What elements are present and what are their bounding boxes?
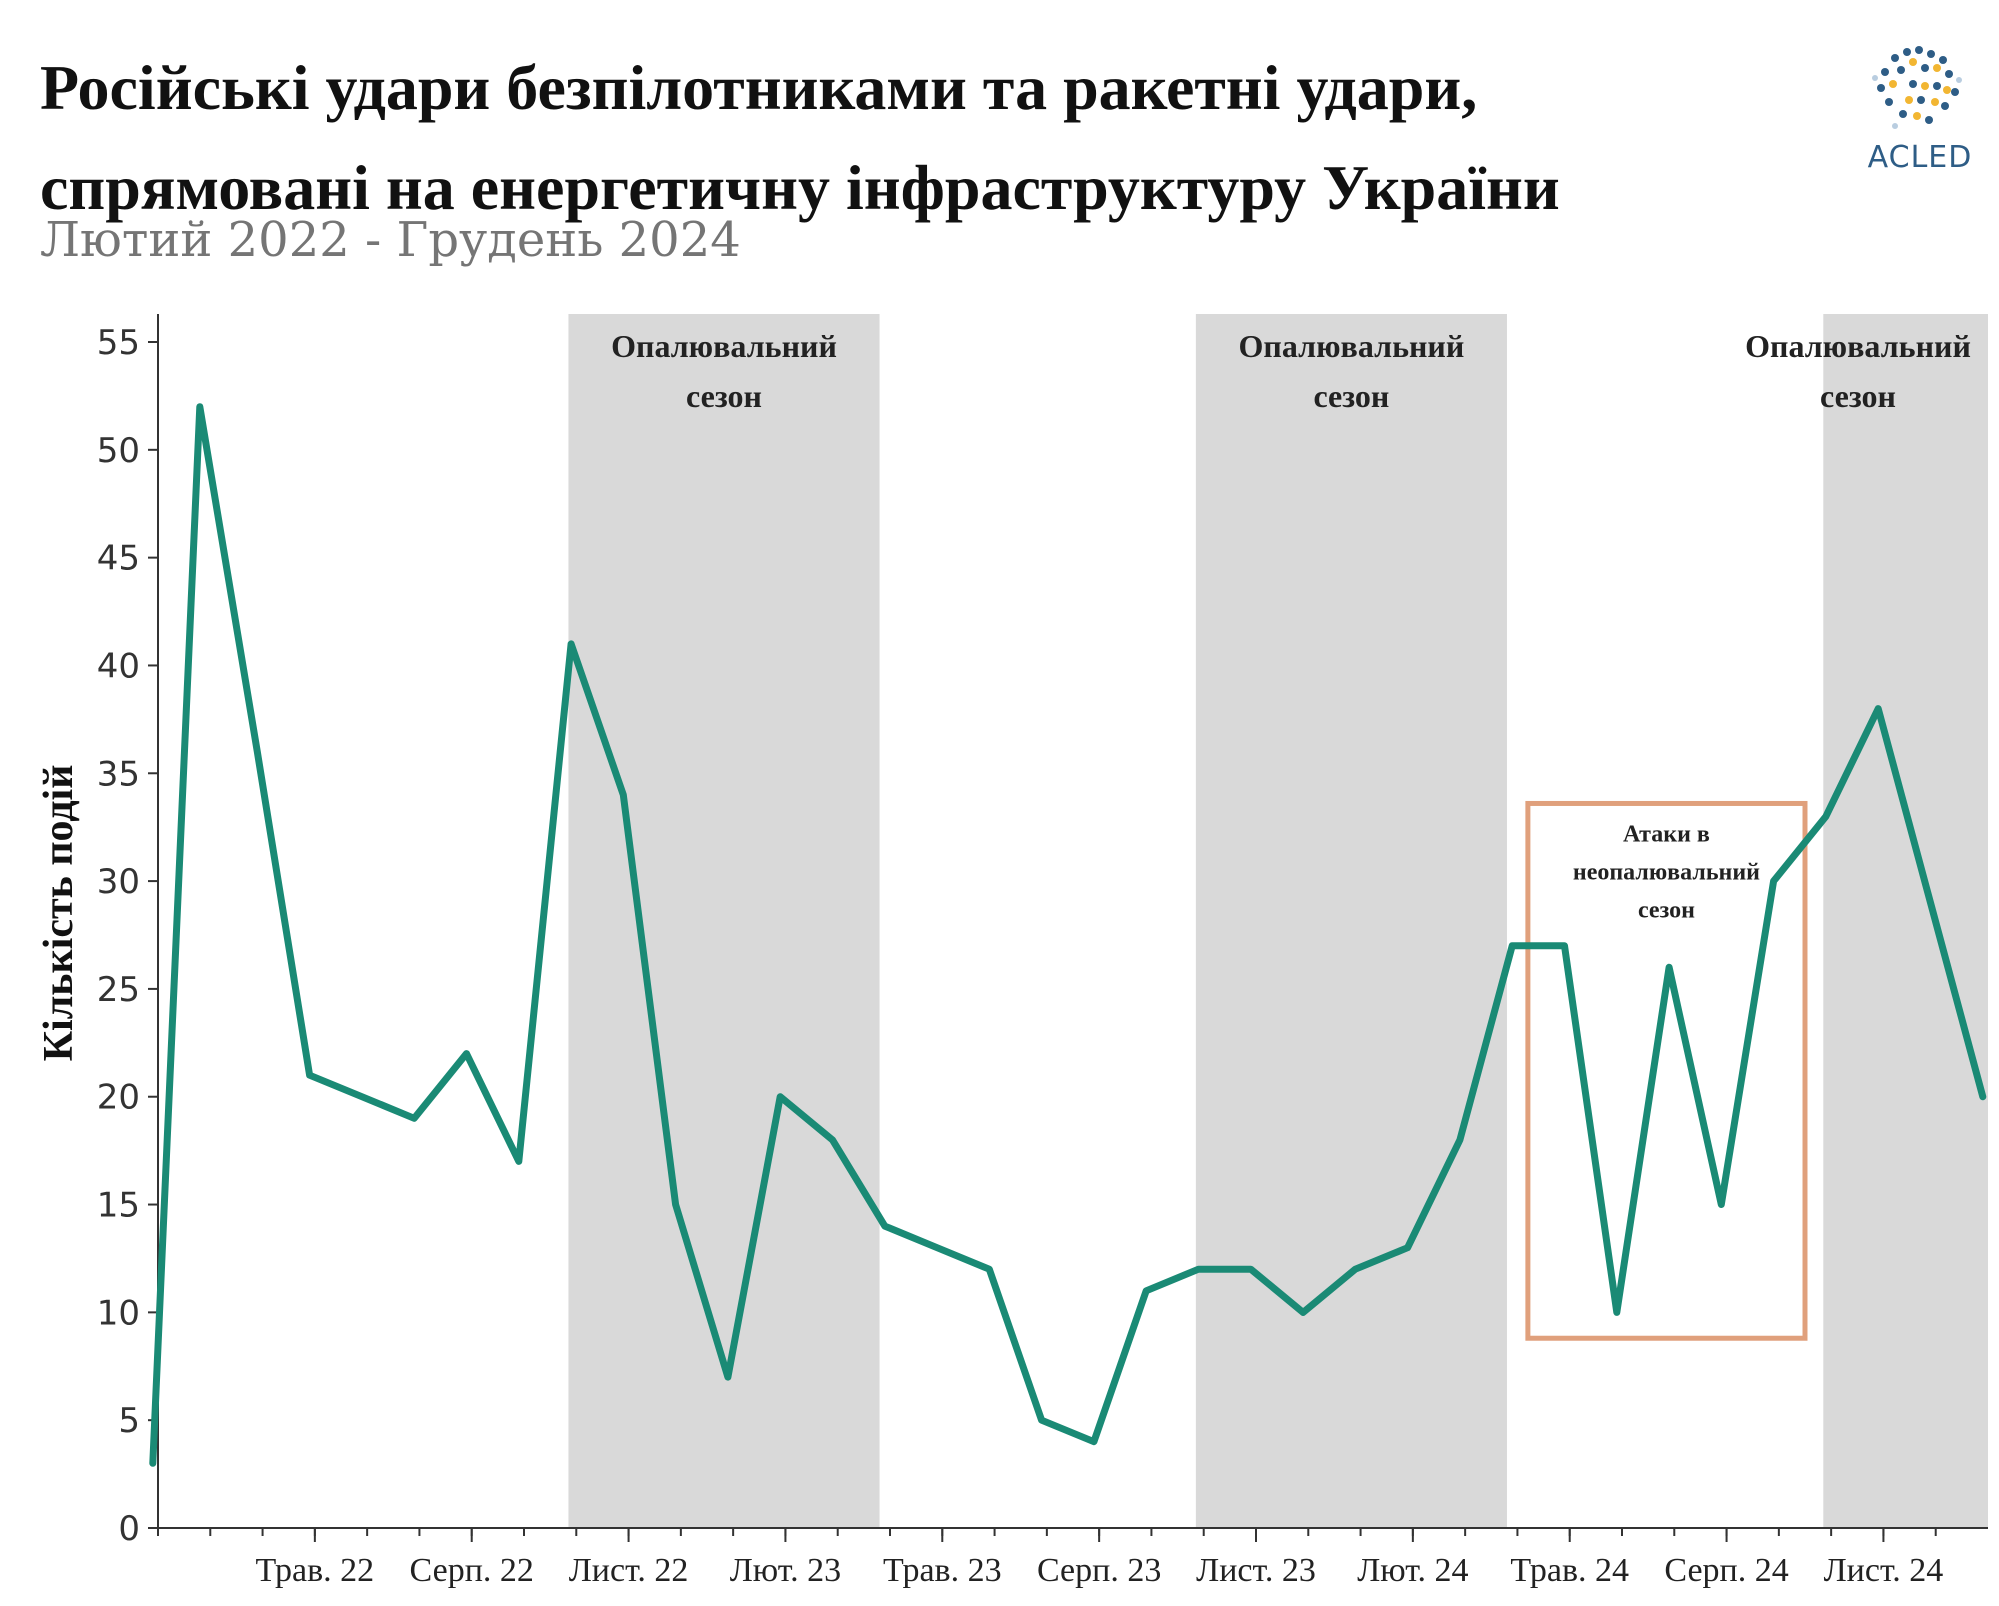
y-tick-label: 5 xyxy=(118,1401,140,1441)
y-axis-label: Кількість подій xyxy=(36,765,82,1062)
annotation-label: Атаки в xyxy=(1623,821,1710,847)
heating-season-label: Опалювальний xyxy=(611,328,837,364)
x-tick-label: Лист. 23 xyxy=(1196,1552,1316,1589)
x-tick-label: Трав. 23 xyxy=(883,1552,1002,1589)
heating-season-band xyxy=(1823,314,1988,1528)
axes: 0 5 10 15 20 25 30 35 40 45 50 55 Трав. 22 Серп. 22 Ли… xyxy=(36,314,1988,1589)
x-tick-label: Лют. 24 xyxy=(1357,1552,1468,1589)
heating-season-band xyxy=(568,314,880,1528)
annotation-box xyxy=(1525,800,1808,1341)
series-line xyxy=(149,403,1987,1467)
heating-season-bands: Опалювальний сезон Опалювальний сезон Опалюв… xyxy=(568,314,1988,1528)
x-tick-label: Лют. 23 xyxy=(730,1552,841,1589)
x-tick-label: Трав. 22 xyxy=(256,1552,375,1589)
annotation-layer: Атаки в неопалювальний сезон xyxy=(1525,800,1808,1341)
heating-season-band xyxy=(1195,314,1507,1528)
y-tick-label: 10 xyxy=(97,1293,140,1333)
y-tick-label: 45 xyxy=(97,539,140,579)
heating-season-label: Опалювальний xyxy=(1745,328,1971,364)
heating-season-label: сезон xyxy=(686,378,762,414)
chart-title: Російські удари безпілотниками та ракетн… xyxy=(40,52,1560,223)
y-tick-label: 20 xyxy=(97,1078,140,1118)
chart-subtitle: Лютий 2022 - Грудень 2024 xyxy=(40,212,741,268)
y-tick-label: 55 xyxy=(97,323,140,363)
y-tick-label: 25 xyxy=(97,970,140,1010)
globe-dots-icon xyxy=(1872,46,1962,129)
x-tick-label: Серп. 24 xyxy=(1664,1552,1788,1589)
logo-text: ACLED xyxy=(1867,140,1973,175)
y-tick-label: 35 xyxy=(97,754,140,794)
heating-season-label: сезон xyxy=(1313,378,1389,414)
x-tick-label: Серп. 23 xyxy=(1037,1552,1161,1589)
y-tick-label: 40 xyxy=(97,646,140,686)
x-tick-label: Лист. 24 xyxy=(1824,1552,1944,1589)
annotation-label: сезон xyxy=(1638,897,1695,923)
heating-season-label: сезон xyxy=(1820,378,1896,414)
x-tick-label: Трав. 24 xyxy=(1510,1552,1629,1589)
series-layer xyxy=(149,403,1987,1467)
annotation-label: неопалювальний xyxy=(1573,859,1760,885)
heating-season-label: Опалювальний xyxy=(1239,328,1465,364)
y-tick-label: 50 xyxy=(97,431,140,471)
x-tick-label: Серп. 22 xyxy=(410,1552,534,1589)
y-tick-label: 0 xyxy=(118,1509,140,1549)
x-tick-label: Лист. 22 xyxy=(569,1552,689,1589)
acled-logo: ACLED xyxy=(1855,40,1985,180)
y-tick-label: 15 xyxy=(97,1186,140,1226)
y-tick-label: 30 xyxy=(97,862,140,902)
